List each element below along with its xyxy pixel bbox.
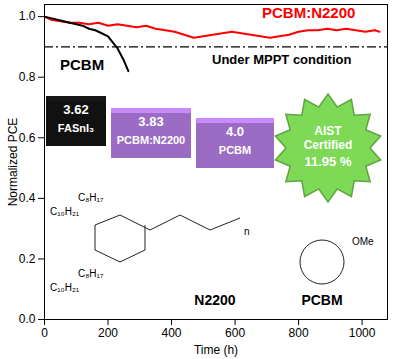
html-text:C₁₀H₂₁: C₁₀H₂₁	[50, 282, 80, 293]
html-text:C₈H₁₇: C₈H₁₇	[78, 192, 104, 203]
html-text:Under MPPT condition: Under MPPT condition	[212, 52, 352, 67]
html-text:C₈H₁₇: C₈H₁₇	[78, 268, 104, 279]
html-text:n: n	[244, 226, 250, 237]
svg-text:0.0: 0.0	[19, 312, 36, 326]
svg-text:Normalized PCE: Normalized PCE	[6, 118, 20, 207]
html-text:PCBM:N2200: PCBM:N2200	[116, 134, 186, 146]
html-text:11.95 %: 11.95 %	[304, 154, 352, 169]
html-text:FASnI₃: FASnI₃	[57, 122, 95, 134]
html-text:N2200: N2200	[194, 292, 236, 308]
svg-text:0: 0	[41, 326, 48, 340]
html-text:4.0: 4.0	[226, 123, 244, 139]
html-text:PCBM: PCBM	[301, 292, 343, 308]
html-text:PCBM: PCBM	[60, 56, 105, 73]
html-text:3.62: 3.62	[63, 102, 89, 117]
html-text:C₁₀H₂₁: C₁₀H₂₁	[50, 206, 80, 217]
svg-text:Time (h): Time (h)	[194, 343, 238, 357]
svg-text:400: 400	[162, 326, 182, 340]
html-text:PCBM: PCBM	[218, 143, 252, 156]
svg-text:200: 200	[98, 326, 118, 340]
svg-text:0.4: 0.4	[19, 191, 36, 205]
html-text:AIST Certified: AIST Certified	[303, 124, 353, 152]
svg-text:0.6: 0.6	[19, 131, 36, 145]
svg-text:0.8: 0.8	[19, 70, 36, 84]
html-text:OMe: OMe	[352, 236, 374, 247]
svg-text:0.2: 0.2	[19, 252, 36, 266]
html-text:PCBM:N2200: PCBM:N2200	[262, 4, 356, 21]
svg-text:1000: 1000	[349, 326, 376, 340]
svg-text:600: 600	[225, 326, 245, 340]
svg-text:800: 800	[289, 326, 309, 340]
html-text:3.83: 3.83	[138, 114, 164, 129]
svg-text:1.0: 1.0	[19, 9, 36, 23]
